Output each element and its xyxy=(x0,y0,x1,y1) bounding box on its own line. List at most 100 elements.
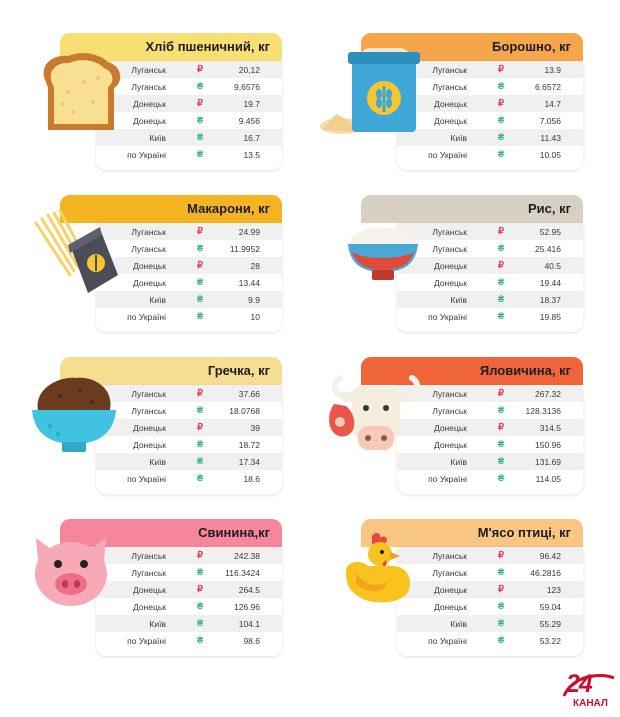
card-title: Макарони, кг xyxy=(187,201,270,216)
price-row: по Україні ₴ 10.05 xyxy=(397,146,583,163)
price-value: 10 xyxy=(250,312,260,322)
city-label: Київ xyxy=(450,457,467,467)
price-value: 116.3424 xyxy=(225,568,260,578)
city-label: по Україні xyxy=(127,636,166,646)
card-pork: Свинина,кг Луганськ ₽242.38 Луганськ ₴ 116.3… xyxy=(60,519,282,656)
city-label: Донецьк xyxy=(132,116,166,126)
price-row: Луганськ ₽267.32 xyxy=(397,385,583,402)
hryvnia-icon: ₴ xyxy=(196,473,204,484)
price-row: Київ ₴ 9.9 xyxy=(96,291,282,308)
card-beef: Яловичина, кг Луганськ ₽267.32 Луганськ ₴ 12… xyxy=(361,357,583,494)
logo-label: КАНАЛ xyxy=(573,698,608,709)
price-value: 18.6 xyxy=(243,474,260,484)
price-value: 52.95 xyxy=(539,227,561,237)
city-label: Київ xyxy=(450,619,467,629)
price-row: Донецьк ₴ 7.056 xyxy=(397,112,583,129)
price-row: Луганськ ₴ 9,6576 xyxy=(96,78,282,95)
city-label: Луганськ xyxy=(131,227,166,237)
hryvnia-icon: ₴ xyxy=(196,81,204,92)
city-label: Луганськ xyxy=(432,568,467,578)
city-label: Донецьк xyxy=(433,278,467,288)
city-label: по Україні xyxy=(127,150,166,160)
price-value: 7.056 xyxy=(539,116,561,126)
hryvnia-icon: ₴ xyxy=(196,115,204,126)
price-value: 131.69 xyxy=(535,457,561,467)
city-label: Київ xyxy=(149,457,166,467)
hryvnia-icon: ₴ xyxy=(497,81,505,92)
ruble-icon: ₽ xyxy=(497,388,505,399)
price-value: 18.72 xyxy=(238,440,260,450)
city-label: Луганськ xyxy=(131,65,166,75)
card-header: М'ясо птиці, кг xyxy=(361,519,583,547)
hryvnia-icon: ₴ xyxy=(196,243,204,254)
price-value: 9,6576 xyxy=(234,82,260,92)
price-value: 19.7 xyxy=(243,99,260,109)
city-label: Донецьк xyxy=(433,440,467,450)
price-value: 10.05 xyxy=(539,150,561,160)
city-label: Київ xyxy=(149,295,166,305)
price-value: 17.34 xyxy=(238,457,260,467)
city-label: по Україні xyxy=(428,150,467,160)
price-table: Луганськ ₽37.66 Луганськ ₴ 18.0768 Донецьк ₽39… xyxy=(96,385,282,494)
city-label: по Україні xyxy=(428,636,467,646)
price-row: Луганськ ₴ 46.2816 xyxy=(397,564,583,581)
city-label: Київ xyxy=(450,133,467,143)
price-value: 25.416 xyxy=(535,244,561,254)
ruble-icon: ₽ xyxy=(196,64,204,75)
price-row: Луганськ ₴ 6.6572 xyxy=(397,78,583,95)
price-table: Луганськ ₽242.38 Луганськ ₴ 116.3424 Донецьк ₽… xyxy=(96,547,282,656)
price-value: 264.5 xyxy=(238,585,260,595)
price-value: 53.22 xyxy=(539,636,561,646)
price-value: 18.0768 xyxy=(229,406,260,416)
hryvnia-icon: ₴ xyxy=(497,456,505,467)
ruble-icon: ₽ xyxy=(497,98,505,109)
price-value: 18.37 xyxy=(539,295,561,305)
price-value: 20,12 xyxy=(238,65,260,75)
price-row: Донецьк ₽28 xyxy=(96,257,282,274)
card-header: Яловичина, кг xyxy=(361,357,583,385)
price-value: 314.5 xyxy=(539,423,561,433)
ruble-icon: ₽ xyxy=(196,388,204,399)
price-value: 11.9952 xyxy=(229,244,260,254)
price-row: Київ ₴ 104.1 xyxy=(96,615,282,632)
city-label: Донецьк xyxy=(132,423,166,433)
ruble-icon: ₽ xyxy=(497,550,505,561)
price-value: 13.9 xyxy=(544,65,561,75)
hryvnia-icon: ₴ xyxy=(196,294,204,305)
hryvnia-icon: ₴ xyxy=(497,405,505,416)
price-value: 24.99 xyxy=(238,227,260,237)
price-value: 126.96 xyxy=(234,602,260,612)
price-value: 39 xyxy=(250,423,260,433)
card-title: Яловичина, кг xyxy=(479,363,571,378)
city-label: Донецьк xyxy=(433,602,467,612)
city-label: Київ xyxy=(450,295,467,305)
price-value: 128.3136 xyxy=(525,406,561,416)
hryvnia-icon: ₴ xyxy=(196,456,204,467)
price-row: Луганськ ₽52.95 xyxy=(397,223,583,240)
price-value: 55.29 xyxy=(539,619,561,629)
price-row: Донецьк ₽14.7 xyxy=(397,95,583,112)
hryvnia-icon: ₴ xyxy=(196,132,204,143)
hryvnia-icon: ₴ xyxy=(497,277,505,288)
price-row: Луганськ ₴ 25.416 xyxy=(397,240,583,257)
city-label: Луганськ xyxy=(131,82,166,92)
flour-icon xyxy=(320,48,420,134)
hryvnia-icon: ₴ xyxy=(497,243,505,254)
hryvnia-icon: ₴ xyxy=(497,618,505,629)
price-row: Донецьк ₴ 9.456 xyxy=(96,112,282,129)
price-row: по Україні ₴ 19.85 xyxy=(397,308,583,325)
logo-swoosh-icon xyxy=(562,674,615,697)
city-label: Луганськ xyxy=(432,227,467,237)
card-pasta: Макарони, кг Луганськ ₽24.99 Луганськ ₴ 11.9… xyxy=(60,195,282,332)
price-value: 242.38 xyxy=(234,551,260,561)
hryvnia-icon: ₴ xyxy=(497,294,505,305)
price-table: Луганськ ₽13.9 Луганськ ₴ 6.6572 Донецьк ₽14.7… xyxy=(397,61,583,170)
card-header: Свинина,кг xyxy=(60,519,282,547)
city-label: по Україні xyxy=(127,312,166,322)
price-row: по Україні ₴ 53.22 xyxy=(397,632,583,649)
price-row: Донецьк ₴ 59.04 xyxy=(397,598,583,615)
price-value: 28 xyxy=(250,261,260,271)
card-bread: Хліб пшеничний, кг Луганськ ₽20,12 Лугансь… xyxy=(60,33,282,170)
hryvnia-icon: ₴ xyxy=(196,405,204,416)
price-row: Луганськ ₽13.9 xyxy=(397,61,583,78)
